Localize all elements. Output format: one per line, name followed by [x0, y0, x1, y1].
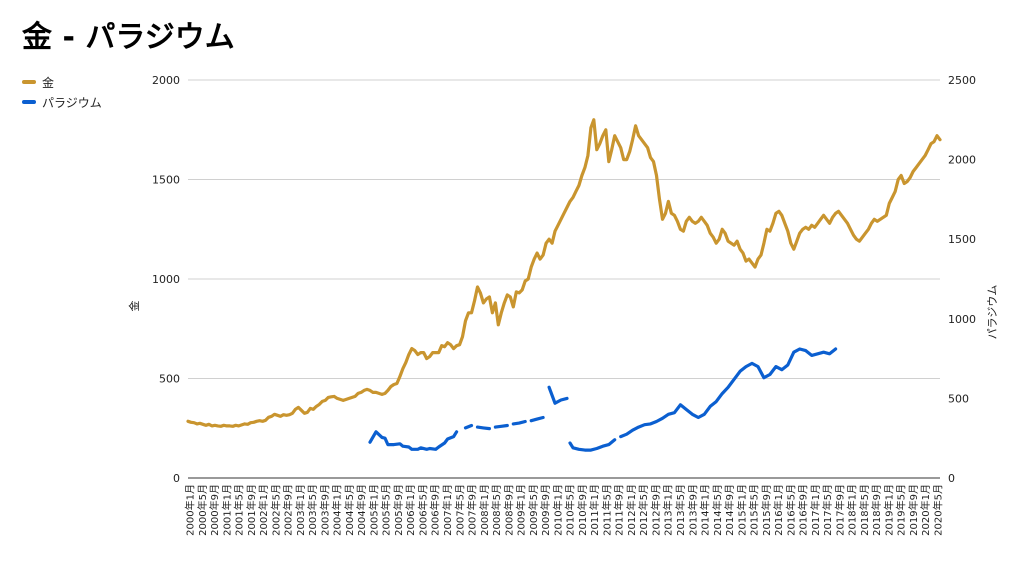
- x-tick-label: 2010年1月: [551, 484, 564, 536]
- x-tick-label: 2014年5月: [711, 484, 724, 536]
- x-tick-label: 2002年5月: [269, 484, 282, 536]
- legend-item-palladium: パラジウム: [22, 92, 102, 112]
- x-tick-label: 2003年1月: [294, 484, 307, 536]
- x-tick-label: 2003年9月: [318, 484, 331, 536]
- y-tick-label-right: 2000: [948, 154, 976, 167]
- series-line-gold: [186, 118, 942, 428]
- x-tick-label: 2001年1月: [220, 484, 233, 536]
- x-tick-label: 2005年5月: [380, 484, 393, 536]
- y-tick-label-left: 2000: [152, 74, 180, 87]
- x-tick-label: 2006年5月: [416, 484, 429, 536]
- x-tick-label: 2020年5月: [932, 484, 945, 536]
- series-line-palladium: [619, 347, 838, 439]
- x-tick-label: 2015年5月: [748, 484, 761, 536]
- x-tick-label: 2020年1月: [919, 484, 932, 536]
- y-tick-label-right: 1500: [948, 233, 976, 246]
- legend-label-palladium: パラジウム: [42, 95, 102, 110]
- x-tick-label: 2018年9月: [870, 484, 883, 536]
- x-tick-label: 2008年1月: [478, 484, 491, 536]
- x-tick-label: 2001年5月: [233, 484, 246, 536]
- x-tick-label: 2013年9月: [686, 484, 699, 536]
- x-tick-label: 2018年1月: [846, 484, 859, 536]
- x-tick-label: 2005年9月: [392, 484, 405, 536]
- x-tick-label: 2010年9月: [576, 484, 589, 536]
- y-axis-label-right: パラジウム: [986, 285, 999, 340]
- legend-swatch-gold: [22, 80, 36, 84]
- x-tick-label: 2012年5月: [637, 484, 650, 536]
- x-tick-label: 2006年1月: [404, 484, 417, 536]
- x-tick-label: 2000年1月: [184, 484, 197, 536]
- x-tick-label: 2016年9月: [797, 484, 810, 536]
- x-tick-label: 2017年1月: [809, 484, 822, 536]
- x-tick-label: 2016年1月: [772, 484, 785, 536]
- x-tick-label: 2012年9月: [649, 484, 662, 536]
- legend-swatch-palladium: [22, 100, 36, 104]
- x-tick-label: 2003年5月: [306, 484, 319, 536]
- x-tick-label: 2017年9月: [833, 484, 846, 536]
- series-line-palladium: [511, 419, 527, 426]
- x-tick-label: 2015年1月: [735, 484, 748, 536]
- series-line-palladium: [368, 430, 459, 451]
- x-tick-label: 2011年1月: [588, 484, 601, 536]
- x-tick-label: 2015年9月: [760, 484, 773, 536]
- x-tick-label: 2009年1月: [515, 484, 528, 536]
- x-tick-label: 2012年1月: [625, 484, 638, 536]
- x-tick-label: 2011年5月: [600, 484, 613, 536]
- x-tick-label: 2001年9月: [245, 484, 258, 536]
- x-tick-label: 2014年1月: [699, 484, 712, 536]
- x-tick-label: 2018年5月: [858, 484, 871, 536]
- legend-item-gold: 金: [22, 72, 102, 92]
- legend: 金 パラジウム: [22, 72, 102, 112]
- y-tick-label-left: 1000: [152, 273, 180, 286]
- x-tick-label: 2004年5月: [343, 484, 356, 536]
- series-line-palladium: [493, 423, 509, 429]
- x-tick-label: 2011年9月: [613, 484, 626, 536]
- x-tick-label: 2007年5月: [453, 484, 466, 536]
- x-tick-label: 2010年5月: [564, 484, 577, 536]
- x-tick-label: 2009年9月: [539, 484, 552, 536]
- x-tick-label: 2000年5月: [196, 484, 209, 536]
- x-tick-label: 2009年5月: [527, 484, 540, 536]
- x-tick-label: 2019年1月: [882, 484, 895, 536]
- y-tick-label-right: 500: [948, 392, 969, 405]
- series-line-palladium: [547, 385, 569, 405]
- y-tick-label-left: 500: [159, 373, 180, 386]
- x-tick-label: 2004年9月: [355, 484, 368, 536]
- y-tick-label-left: 0: [173, 472, 180, 485]
- x-tick-label: 2004年1月: [331, 484, 344, 536]
- series-line-palladium: [475, 425, 491, 431]
- x-tick-label: 2014年9月: [723, 484, 736, 536]
- x-tick-label: 2002年9月: [282, 484, 295, 536]
- x-tick-label: 2002年1月: [257, 484, 270, 536]
- y-tick-label-left: 1500: [152, 174, 180, 187]
- x-tick-label: 2008年5月: [490, 484, 503, 536]
- legend-label-gold: 金: [42, 75, 55, 90]
- x-tick-label: 2016年5月: [784, 484, 797, 536]
- x-tick-label: 2007年9月: [466, 484, 479, 536]
- y-tick-label-right: 1000: [948, 313, 976, 326]
- x-tick-label: 2008年9月: [502, 484, 515, 536]
- series-line-palladium: [463, 423, 474, 430]
- chart-title: 金 - パラジウム: [22, 20, 235, 55]
- y-tick-label-right: 0: [948, 472, 955, 485]
- y-tick-label-right: 2500: [948, 74, 976, 87]
- x-tick-label: 2007年1月: [441, 484, 454, 536]
- x-tick-label: 2019年9月: [907, 484, 920, 536]
- x-tick-label: 2017年5月: [821, 484, 834, 536]
- series-line-palladium: [568, 438, 617, 452]
- x-tick-label: 2005年1月: [367, 484, 380, 536]
- series-line-palladium: [529, 415, 545, 423]
- x-tick-label: 2000年9月: [208, 484, 221, 536]
- y-axis-label-left: 金: [127, 301, 141, 312]
- x-tick-label: 2013年5月: [674, 484, 687, 536]
- x-tick-label: 2019年5月: [895, 484, 908, 536]
- x-tick-label: 2006年9月: [429, 484, 442, 536]
- x-tick-label: 2013年1月: [662, 484, 675, 536]
